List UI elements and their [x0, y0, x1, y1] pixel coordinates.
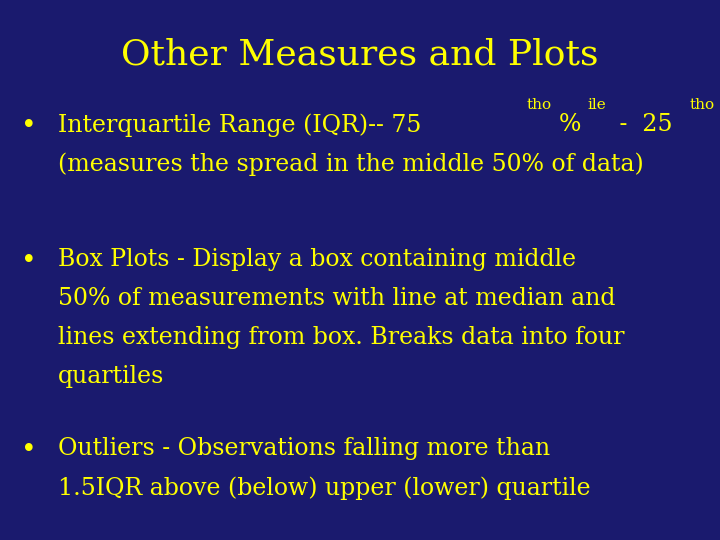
Text: 50% of measurements with line at median and: 50% of measurements with line at median …	[58, 287, 615, 310]
Text: tho: tho	[690, 98, 715, 112]
Text: ile: ile	[588, 98, 606, 112]
Text: •: •	[21, 113, 37, 138]
Text: Box Plots - Display a box containing middle: Box Plots - Display a box containing mid…	[58, 248, 576, 272]
Text: %: %	[559, 113, 581, 137]
Text: •: •	[21, 437, 37, 462]
Text: Outliers - Observations falling more than: Outliers - Observations falling more tha…	[58, 437, 550, 461]
Text: 1.5IQR above (below) upper (lower) quartile: 1.5IQR above (below) upper (lower) quart…	[58, 476, 590, 500]
Text: lines extending from box. Breaks data into four: lines extending from box. Breaks data in…	[58, 326, 624, 349]
Text: •: •	[21, 248, 37, 273]
Text: Other Measures and Plots: Other Measures and Plots	[121, 38, 599, 72]
Text: (measures the spread in the middle 50% of data): (measures the spread in the middle 50% o…	[58, 152, 644, 176]
Text: tho: tho	[526, 98, 552, 112]
Text: quartiles: quartiles	[58, 365, 164, 388]
Text: -  25: - 25	[612, 113, 672, 137]
Text: Interquartile Range (IQR)-- 75: Interquartile Range (IQR)-- 75	[58, 113, 421, 137]
